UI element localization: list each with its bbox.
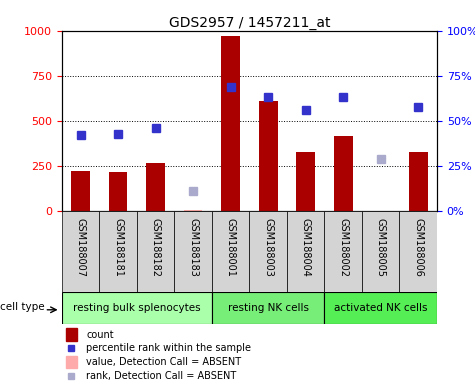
Text: GSM188006: GSM188006 [413,218,423,276]
Title: GDS2957 / 1457211_at: GDS2957 / 1457211_at [169,16,330,30]
Text: resting NK cells: resting NK cells [228,303,309,313]
Text: value, Detection Call = ABSENT: value, Detection Call = ABSENT [86,358,241,367]
Bar [66,356,77,369]
Bar [287,211,324,292]
Text: GSM188003: GSM188003 [263,218,273,276]
Bar [66,328,77,341]
Text: GSM188001: GSM188001 [226,218,236,276]
Text: activated NK cells: activated NK cells [334,303,428,313]
Text: GSM188004: GSM188004 [301,218,311,276]
Bar [184,210,202,211]
Bar [334,136,352,211]
Bar [212,211,249,292]
Bar [324,292,437,324]
Bar [362,211,399,292]
Text: GSM188007: GSM188007 [76,218,86,276]
Text: cell type: cell type [0,301,45,311]
Bar [71,172,90,211]
Text: rank, Detection Call = ABSENT: rank, Detection Call = ABSENT [86,371,237,381]
Bar [296,152,315,211]
Bar [146,163,165,211]
Bar [62,292,212,324]
Text: count: count [86,329,114,339]
Bar [62,211,99,292]
Text: percentile rank within the sample: percentile rank within the sample [86,343,251,353]
Bar [137,211,174,292]
Bar [174,211,212,292]
Text: GSM188181: GSM188181 [113,218,123,276]
Text: GSM188005: GSM188005 [376,218,386,276]
Bar [399,211,437,292]
Bar [212,292,324,324]
Bar [249,211,287,292]
Bar [259,101,277,211]
Text: GSM188182: GSM188182 [151,218,161,276]
Bar [109,172,127,211]
Bar [221,36,240,211]
Text: resting bulk splenocytes: resting bulk splenocytes [73,303,200,313]
Bar [324,211,362,292]
Bar [409,152,428,211]
Text: GSM188002: GSM188002 [338,218,348,276]
Bar [99,211,137,292]
Text: GSM188183: GSM188183 [188,218,198,276]
